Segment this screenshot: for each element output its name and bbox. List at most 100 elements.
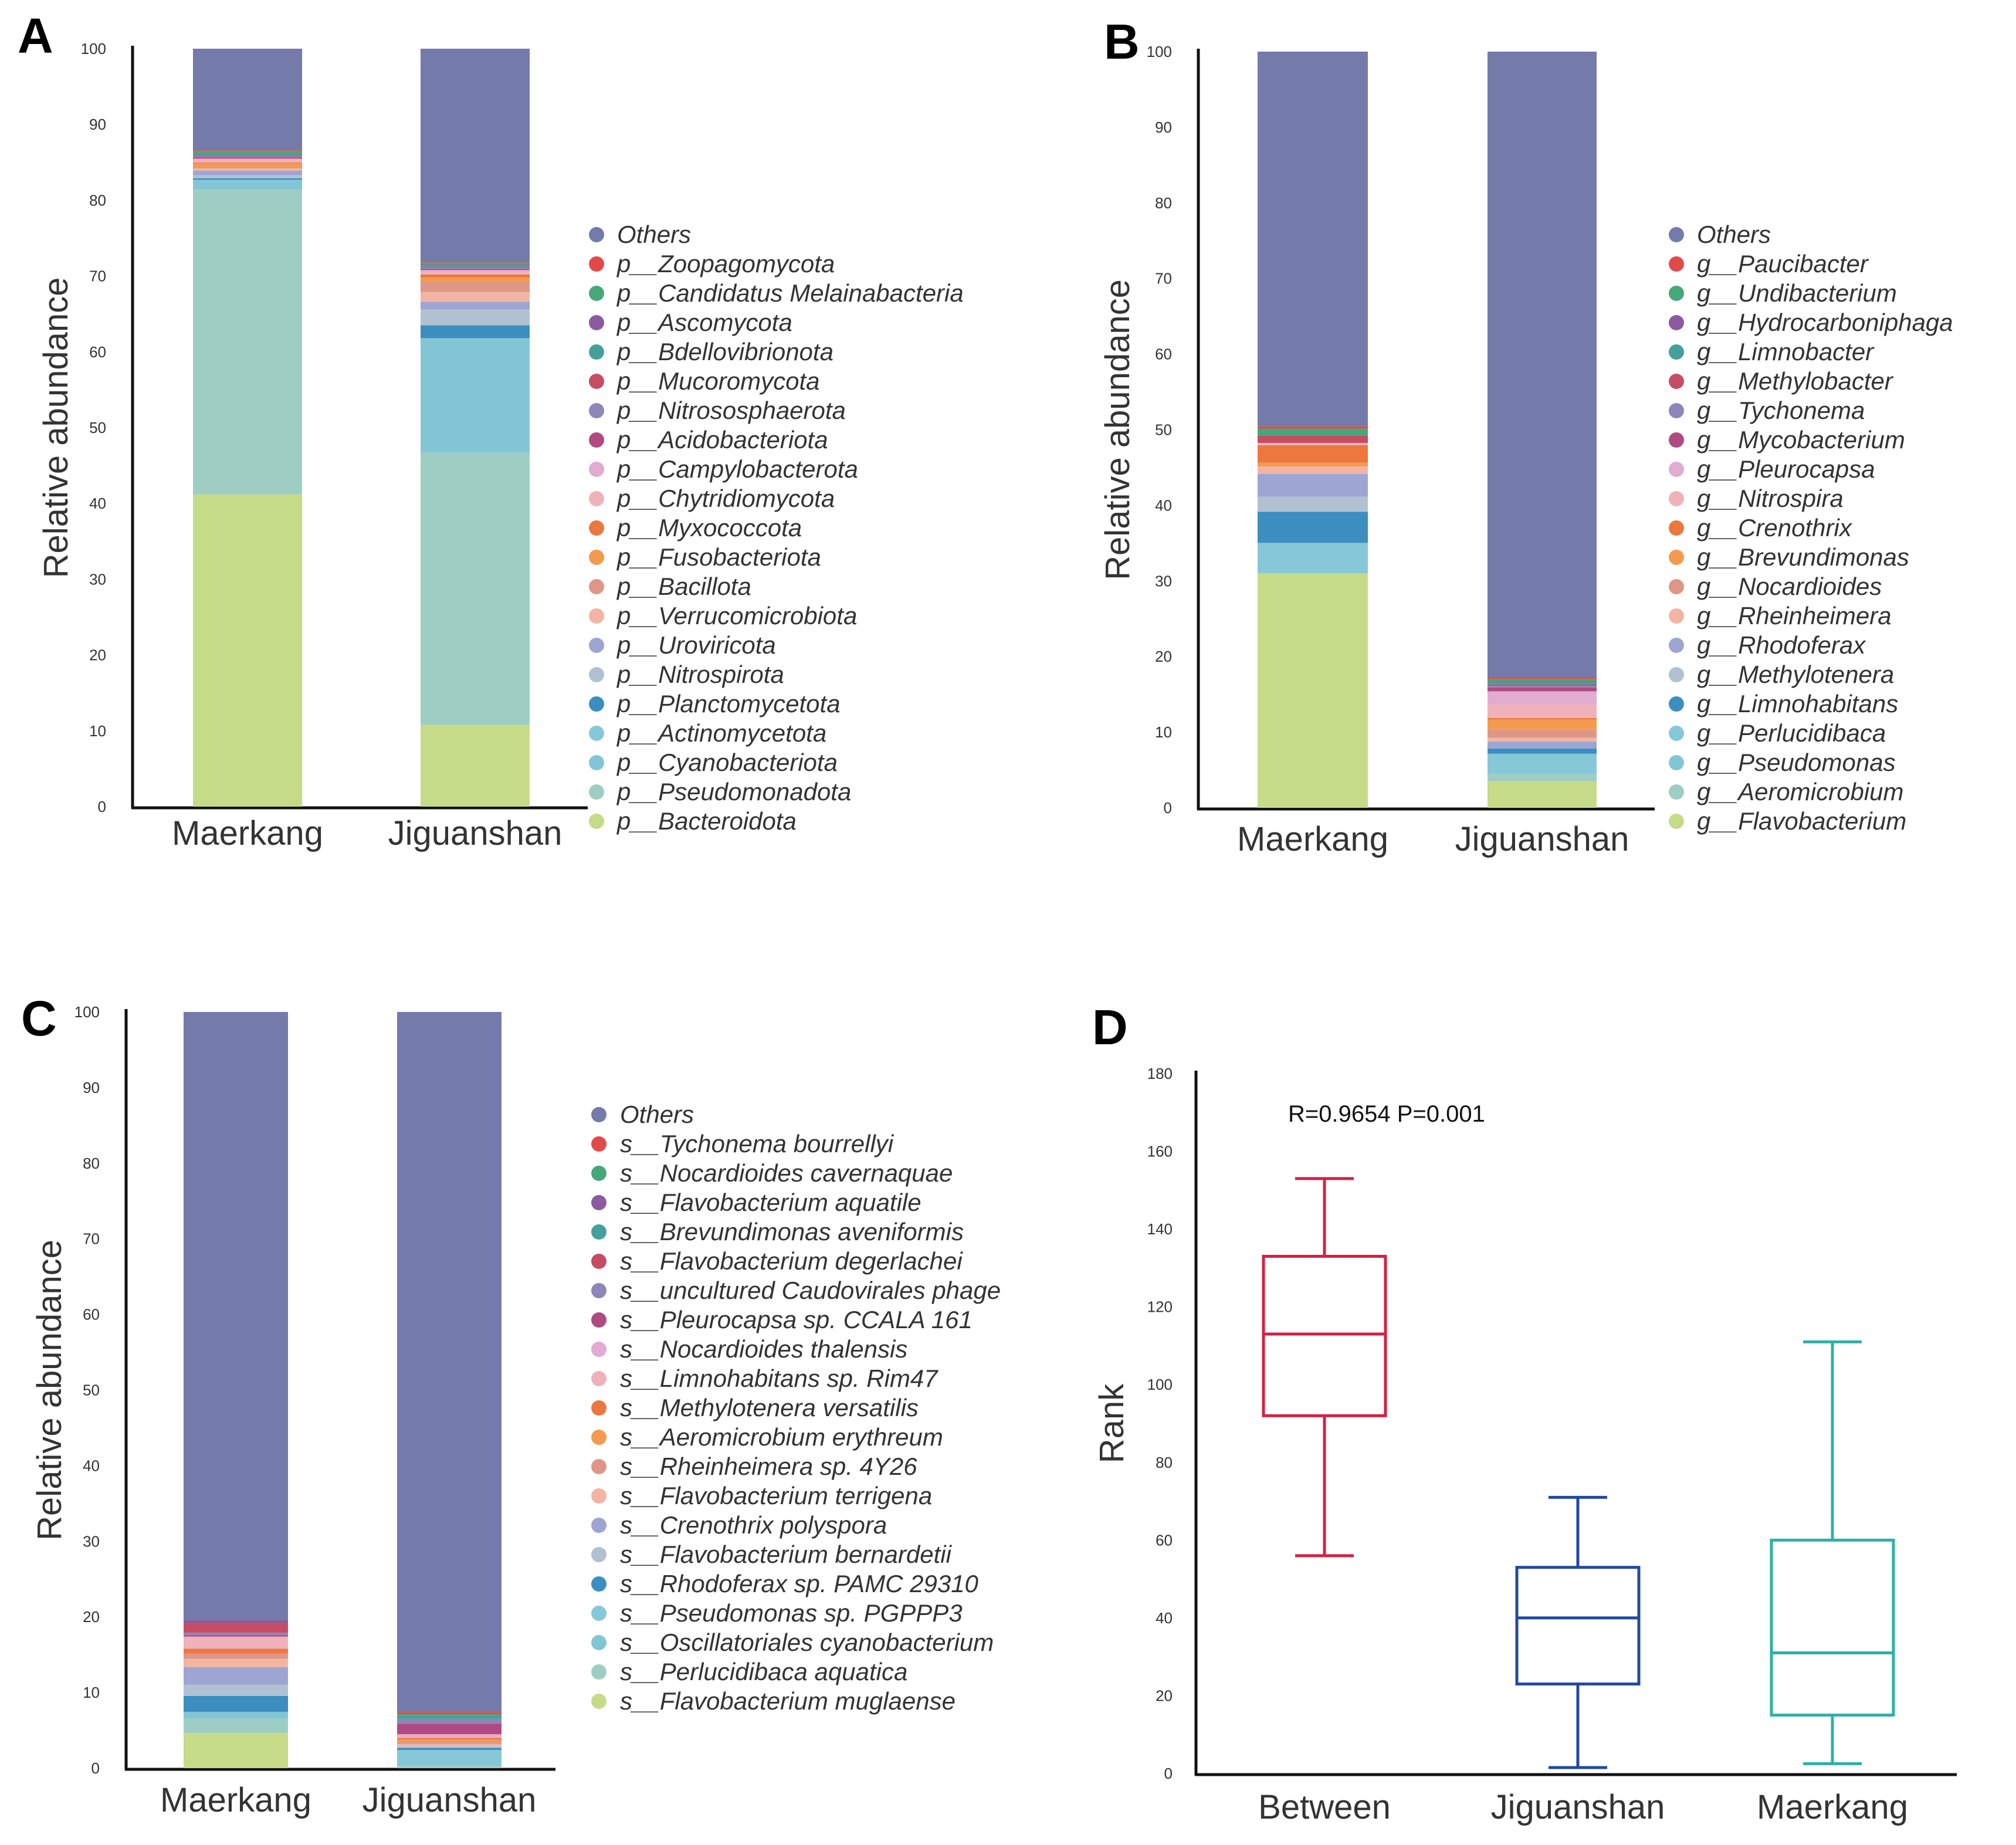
legend-marker: [589, 462, 604, 477]
legend-label: p__Bdellovibrionota: [616, 338, 833, 365]
iqr-box: [1770, 1538, 1895, 1717]
bar-segment: [184, 1635, 288, 1637]
bar-segment: [1258, 445, 1368, 463]
bar-segment: [1488, 748, 1597, 754]
y-tick-label: 100: [81, 40, 106, 57]
legend-marker: [1669, 755, 1684, 770]
panel-letter: A: [18, 8, 53, 63]
legend-label: g__Pseudomonas: [1697, 749, 1896, 776]
bar-segment: [397, 1738, 502, 1740]
legend-label: p__Verrucomicrobiota: [616, 602, 857, 629]
iqr-box: [1515, 1566, 1641, 1686]
legend-label: s__Pleurocapsa sp. CCALA 161: [620, 1306, 973, 1333]
bar-segment: [421, 309, 530, 326]
bar-segment: [421, 338, 530, 339]
legend-label: p__Actinomycetota: [616, 719, 826, 747]
bar-segment: [1258, 466, 1368, 474]
y-axis-label: Relative abundance: [37, 277, 75, 578]
bar-segment: [397, 1715, 502, 1719]
legend-marker: [591, 1371, 607, 1386]
legend-label: s__Flavobacterium terrigena: [620, 1482, 932, 1509]
y-tick-label: 160: [1147, 1143, 1173, 1160]
legend-label: s__Oscillatoriales cyanobacterium: [620, 1629, 994, 1656]
x-category-label: Maerkang: [160, 1781, 311, 1819]
bar-segment: [184, 1012, 288, 1620]
iqr-box: [1262, 1255, 1387, 1417]
bar-segment: [193, 160, 302, 163]
bar-segment: [397, 1714, 502, 1716]
bar-segment: [193, 157, 302, 159]
legend-marker: [591, 1488, 607, 1504]
legend-label: g__Mycobacterium: [1697, 426, 1905, 453]
bar-segment: [421, 452, 530, 725]
bar-segment: [193, 158, 302, 160]
box-between: [1262, 1177, 1387, 1558]
bar-segment: [1488, 682, 1597, 685]
legend-label: s__Nocardioides cavernaquae: [620, 1159, 953, 1187]
legend-marker: [591, 1518, 607, 1533]
legend-label: p__Pseudomonadota: [616, 778, 851, 805]
y-axis-label: Rank: [1093, 1383, 1131, 1463]
bar-segment: [421, 263, 530, 265]
bar-segment: [193, 180, 302, 181]
bar-segment: [421, 265, 530, 268]
bar-segment: [1488, 687, 1597, 692]
legend-marker: [1669, 462, 1684, 477]
bar-segment: [1258, 52, 1368, 426]
y-tick-label: 0: [98, 798, 106, 815]
bar-segment: [1488, 742, 1597, 749]
legend-label: s__Limnohabitans sp. Rim47: [620, 1365, 938, 1392]
x-category-label: Maerkang: [1237, 820, 1388, 858]
legend-label: g__Rhodoferax: [1697, 631, 1866, 659]
legend-marker: [1669, 550, 1684, 565]
bar-segment: [397, 1744, 502, 1746]
bar-segment: [421, 338, 530, 453]
legend-label: g__Nitrospira: [1697, 485, 1844, 512]
y-tick-label: 70: [1155, 270, 1172, 287]
legend-marker: [589, 374, 604, 389]
bar-segment: [193, 153, 302, 154]
legend-marker: [591, 1166, 607, 1181]
bar-segment: [193, 171, 302, 175]
legend-label: p__Planctomycetota: [616, 690, 841, 717]
bar-segment: [1488, 737, 1597, 742]
legend-marker: [1669, 520, 1684, 536]
y-tick-label: 60: [83, 1306, 100, 1323]
y-tick-label: 70: [83, 1230, 100, 1248]
bar-segment: [1488, 781, 1597, 808]
bar-segment: [1258, 573, 1368, 808]
legend-label: g__Paucibacter: [1697, 250, 1869, 277]
bar-segment: [1258, 512, 1368, 543]
y-tick-label: 60: [1156, 1531, 1173, 1549]
legend-marker: [1669, 491, 1684, 506]
legend-marker: [1669, 726, 1684, 741]
bar-segment: [421, 262, 530, 264]
legend-marker: [1669, 579, 1684, 594]
bar-segment: [184, 1653, 288, 1659]
bar-segment: [184, 1620, 288, 1623]
y-tick-label: 80: [1156, 1454, 1173, 1471]
legend-marker: [1669, 315, 1684, 330]
legend-label: g__Limnohabitans: [1697, 690, 1898, 717]
legend-marker: [589, 579, 604, 594]
bar-segment: [193, 189, 302, 495]
legend-marker: [591, 1430, 607, 1445]
bar-segment: [1258, 426, 1368, 429]
legend-label: p__Bacillota: [616, 573, 751, 600]
bar-segment: [193, 175, 302, 178]
legend-label: s__Crenothrix polyspora: [620, 1511, 887, 1539]
legend-label: s__Rhodoferax sp. PAMC 29310: [620, 1570, 979, 1597]
legend-label: p__Bacteroidota: [616, 807, 797, 835]
bar-segment: [397, 1746, 502, 1748]
bar-segment: [1258, 543, 1368, 574]
legend-label: s__Methylotenera versatilis: [620, 1394, 919, 1421]
legend-marker: [1669, 784, 1684, 800]
bar-segment: [1258, 443, 1368, 445]
bar-segment: [421, 270, 530, 273]
legend-label: p__Uroviricota: [616, 631, 776, 659]
legend-marker: [591, 1547, 607, 1562]
panel-b: B 0 10 20 30 40 50 60 70 80 90 100 Relative abundanc…: [1099, 14, 1953, 858]
legend-marker: [591, 1400, 607, 1416]
y-tick-label: 0: [1164, 799, 1172, 817]
y-tick-label: 40: [1155, 496, 1172, 514]
